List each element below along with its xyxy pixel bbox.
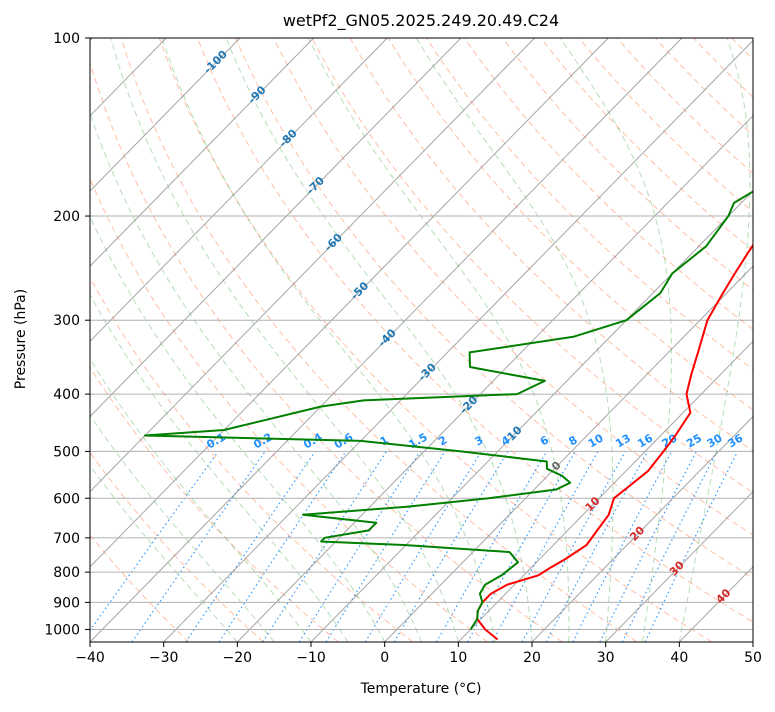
x-tick-label: 40	[670, 650, 688, 666]
y-tick-label: 400	[53, 387, 80, 403]
x-tick-label: 30	[597, 650, 615, 666]
x-tick-label: 50	[744, 650, 762, 666]
x-tick-label: −40	[75, 650, 105, 666]
mixing-ratio-line	[219, 451, 346, 642]
y-tick-label: 100	[53, 31, 80, 47]
y-axis-label: Pressure (hPa)	[13, 289, 29, 389]
mixing-ratio-line	[82, 451, 219, 642]
dry-adiabat	[655, 38, 775, 642]
isotherm-line	[753, 38, 775, 642]
moist-adiabat	[0, 38, 274, 642]
x-axis-label: Temperature (°C)	[360, 681, 482, 697]
x-tick-label: −20	[223, 650, 253, 666]
mixing-ratio-label: 2	[436, 433, 449, 448]
moist-adiabat	[111, 38, 459, 642]
mixing-ratio-line	[492, 451, 598, 642]
mixing-ratio-line	[522, 451, 625, 642]
x-tick-label: 0	[380, 650, 389, 666]
y-tick-label: 1000	[44, 622, 80, 638]
dry-adiabat	[0, 38, 264, 642]
isotherm-line	[606, 38, 775, 642]
moist-adiabat	[0, 38, 237, 642]
mixing-ratio-line	[299, 451, 420, 642]
isotherm-line	[532, 38, 775, 642]
dewpoint-profile	[145, 38, 775, 630]
x-tick-label: 20	[523, 650, 541, 666]
dry-adiabat	[426, 38, 775, 642]
dry-adiabat	[503, 38, 775, 642]
x-tick-label: −10	[296, 650, 326, 666]
dry-adiabat	[770, 38, 775, 642]
mixing-ratio-label: 1	[378, 433, 391, 448]
dry-adiabat	[617, 38, 775, 642]
isotherm-line	[164, 38, 756, 642]
mixing-ratio-line	[573, 451, 672, 642]
moist-adiabat	[69, 38, 422, 642]
axes-frame	[90, 38, 753, 642]
temperature-profile	[477, 38, 775, 640]
y-tick-label: 300	[53, 313, 80, 329]
mixing-ratio-label: 3	[472, 433, 485, 448]
moist-adiabat	[33, 38, 384, 642]
dry-adiabat	[7, 38, 413, 642]
mixing-ratio-line	[600, 451, 697, 642]
y-tick-label: 900	[53, 595, 80, 611]
mixing-ratio-line	[394, 451, 508, 642]
mixing-ratio-label: 25	[684, 432, 704, 451]
mixing-ratio-label: 30	[705, 431, 725, 450]
isotherm-line	[0, 38, 240, 642]
y-tick-label: 800	[53, 565, 80, 581]
y-tick-label: 200	[53, 209, 80, 225]
plot-area: -100-90-80-70-60-50-40-30-20-10010203040…	[0, 31, 775, 666]
chart-title: wetPf2_GN05.2025.249.20.49.C24	[283, 11, 559, 31]
dry-adiabat	[694, 38, 775, 642]
mixing-ratio-label: 13	[613, 432, 633, 451]
x-tick-label: −30	[149, 650, 179, 666]
isotherm-line	[679, 38, 775, 642]
isotherm-line	[385, 38, 775, 642]
mixing-ratio-line	[468, 451, 576, 642]
moist-adiabat	[308, 38, 569, 642]
mixing-ratio-label: 16	[635, 431, 655, 450]
x-tick-label: 10	[449, 650, 467, 666]
reference-lines: -100-90-80-70-60-50-40-30-20-10010203040…	[0, 38, 775, 642]
y-tick-label: 500	[53, 444, 80, 460]
mixing-ratio-label: 8	[566, 433, 579, 448]
isotherm-line	[0, 38, 387, 642]
mixing-ratio-line	[132, 451, 265, 642]
mixing-ratio-line	[186, 451, 315, 642]
moist-adiabat	[3, 38, 348, 642]
dry-adiabat	[159, 38, 711, 642]
mixing-ratio-line	[436, 451, 546, 642]
mixing-ratio-line	[546, 451, 647, 642]
y-tick-label: 700	[53, 531, 80, 547]
isotherm-line	[0, 38, 535, 642]
dry-adiabat	[274, 38, 775, 642]
y-tick-label: 600	[53, 491, 80, 507]
